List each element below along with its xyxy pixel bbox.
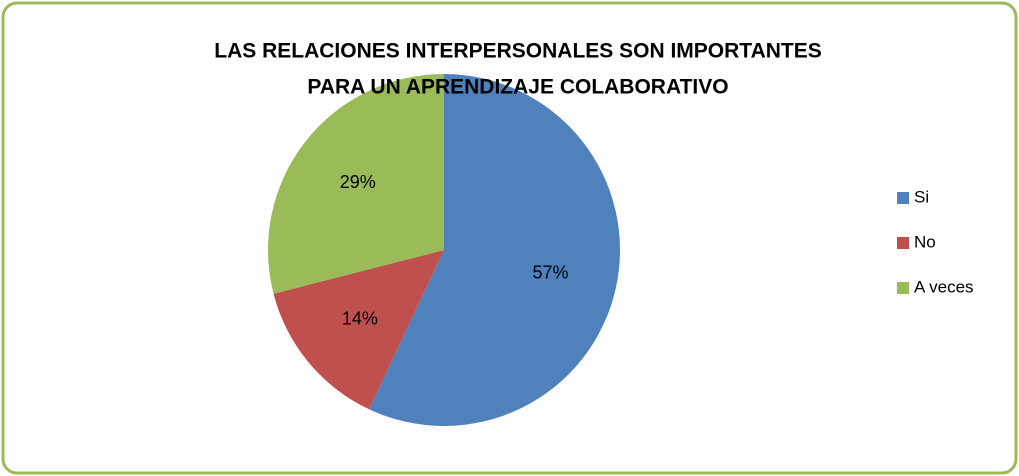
legend-swatch [897,282,909,294]
pie-slice [369,74,620,426]
pie-slice [273,250,444,410]
legend-label: Si [914,187,929,206]
legend-label: No [914,232,936,251]
pie [268,74,620,426]
data-label: 14% [342,308,378,328]
chart-title: LAS RELACIONES INTERPERSONALES SON IMPOR… [214,40,822,63]
legend-swatch [897,237,909,249]
data-label: 57% [532,263,568,283]
legend-label: A veces [914,277,974,296]
data-label: 29% [340,172,376,192]
legend-swatch [897,192,909,204]
chart-title: PARA UN APRENDIZAJE COLABORATIVO [307,76,728,99]
pie-slice [268,74,444,294]
